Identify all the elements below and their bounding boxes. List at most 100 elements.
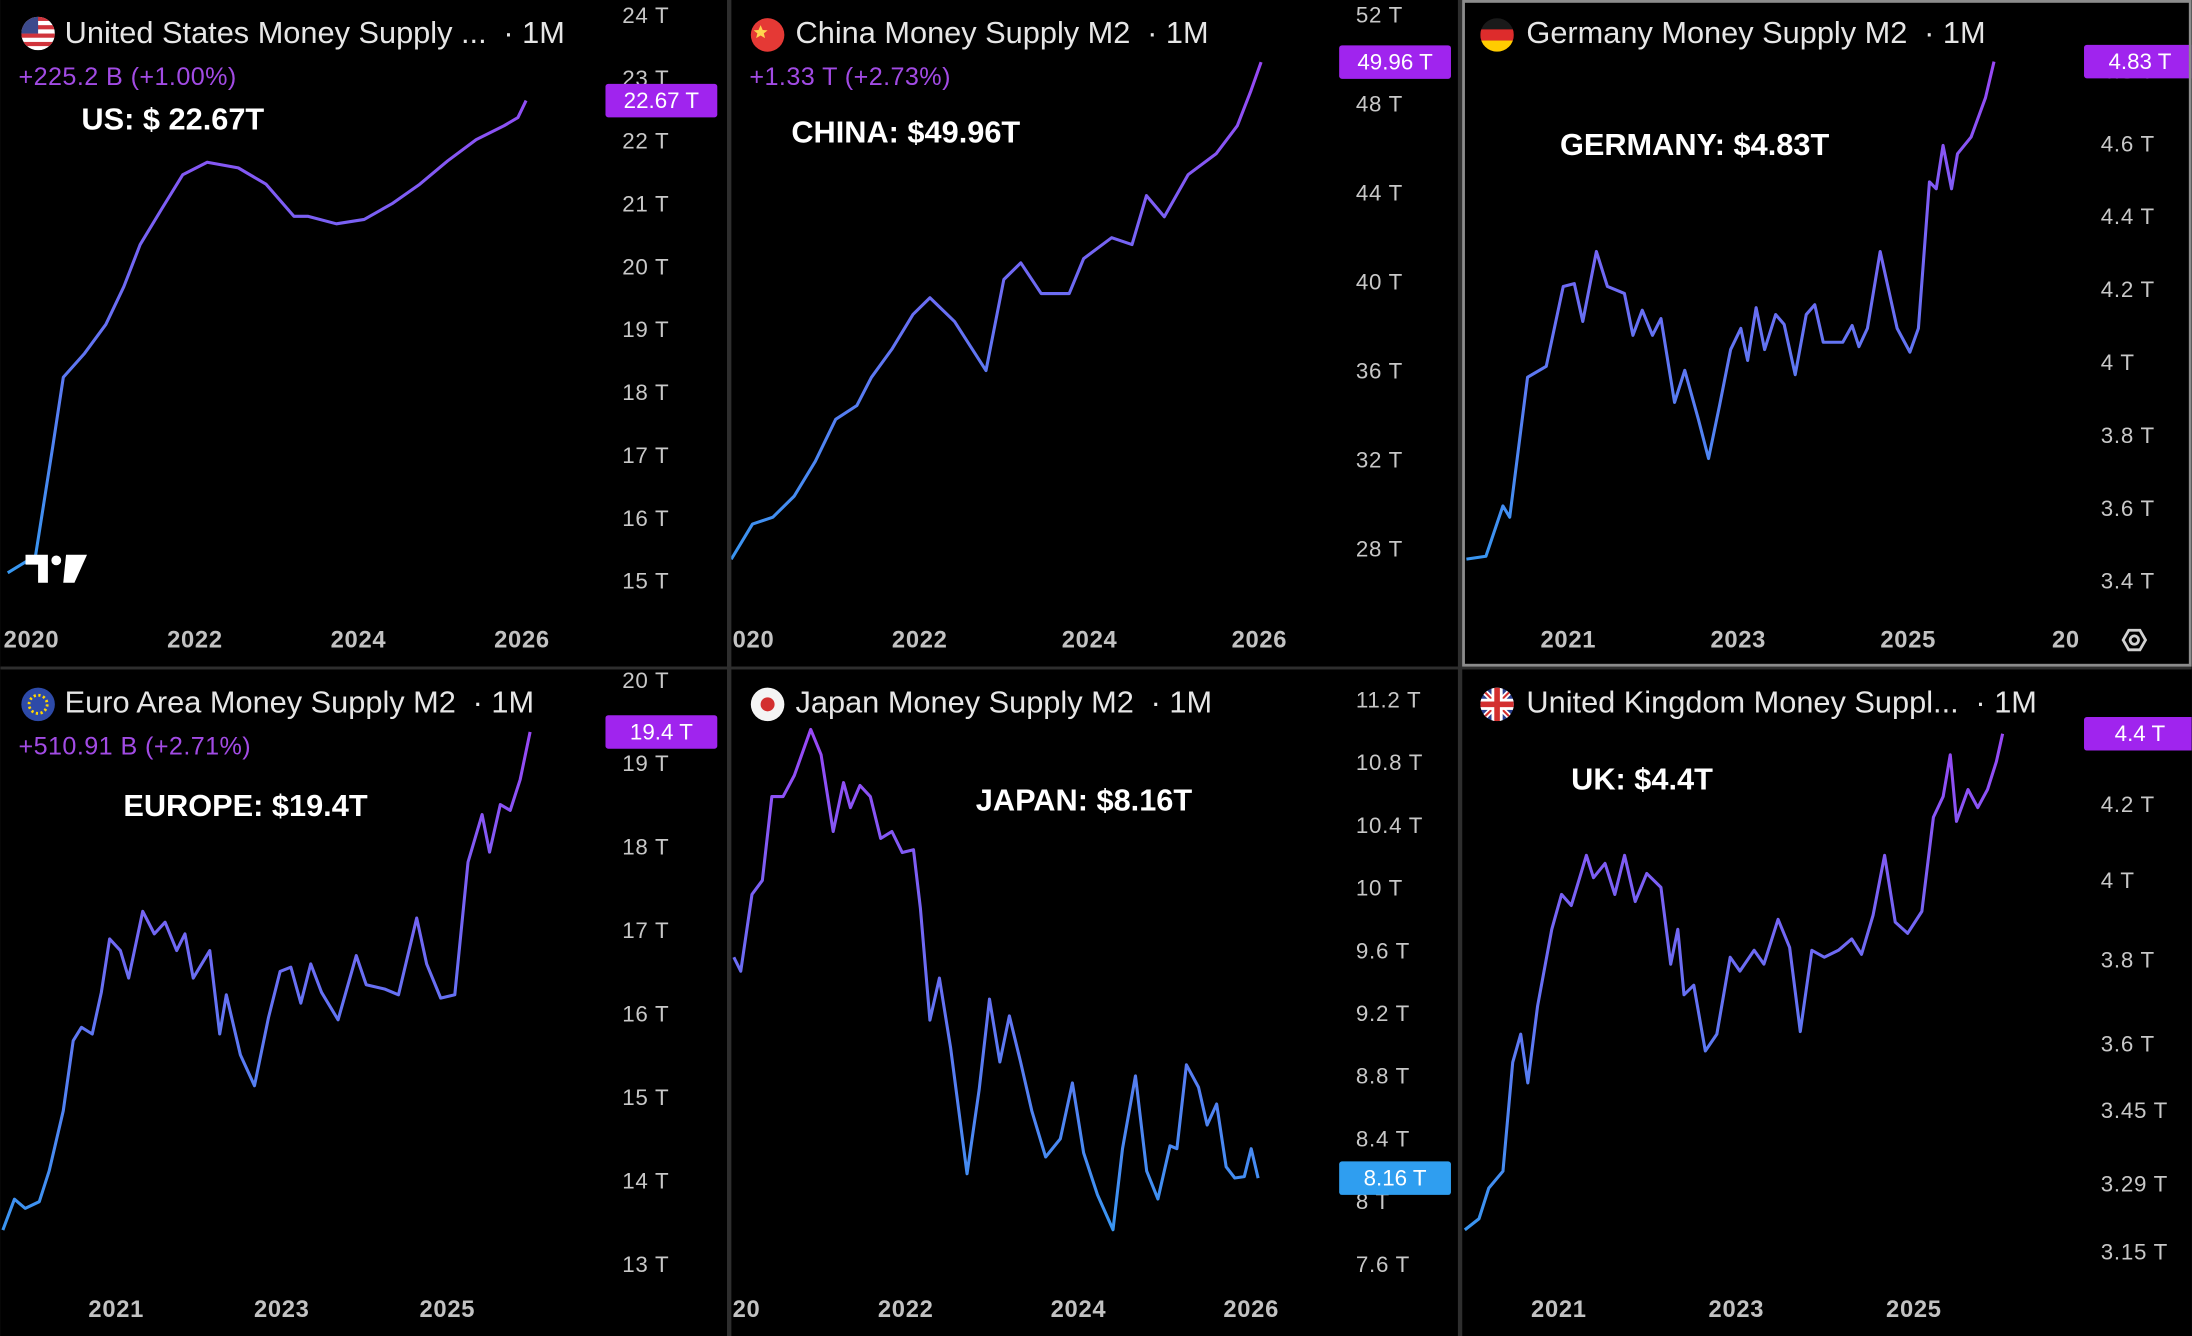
y-tick-label: 28 T [1356,537,1403,562]
x-tick-label: 2026 [494,627,550,654]
series-line [731,61,1263,561]
panel-title[interactable]: Germany Money Supply M2 [1526,15,1907,50]
change: +1.33 T (+2.73%) [749,63,950,91]
last-value-label: 19.4 T [630,719,693,744]
interval: · 1M [473,684,534,719]
y-tick-label: 3.45 T [2101,1098,2168,1123]
x-tick-label: 2021 [1531,1296,1587,1323]
panel-title[interactable]: United States Money Supply ... [65,15,487,50]
y-tick-label: 3.4 T [2101,569,2155,594]
y-tick-label: 13 T [622,1252,669,1277]
y-tick-label: 24 T [622,3,669,28]
x-tick-label: 2025 [1880,627,1936,654]
panel: 28 T 32 T 36 T 40 T 44 T 48 T 52 T 020 2022 2024 2… [731,0,1458,667]
x-tick-label: 2024 [331,627,387,654]
y-tick-label: 3.8 T [2101,423,2155,448]
x-tick-label: 20 [2052,627,2080,654]
panel-title[interactable]: Euro Area Money Supply M2 [65,684,456,719]
y-tick-label: 9.6 T [1356,938,1410,963]
y-tick-label: 18 T [622,835,669,860]
y-tick-label: 17 T [622,443,669,468]
annotation: CHINA: $49.96T [791,114,1020,149]
last-value-tag [1339,45,1451,79]
y-tick-label: 4 T [2101,350,2135,375]
y-tick-label: 48 T [1356,92,1403,117]
annotation: UK: $4.4T [1571,761,1713,796]
y-tick-label: 7.6 T [1356,1252,1410,1277]
interval: · 1M [503,15,564,50]
y-tick-label: 3.6 T [2101,1032,2155,1057]
x-tick-label: 20 [733,1296,761,1323]
last-value-tag [605,715,718,749]
panel: 7.6 T8 T8.4 T8.8 T9.2 T9.6 T10 T10.4 T10… [731,669,1458,1336]
y-tick-label: 36 T [1356,359,1403,384]
y-tick-label: 19 T [622,317,669,342]
last-value-label: 4.83 T [2108,49,2171,74]
x-tick-label: 2026 [1232,627,1288,654]
annotation: GERMANY: $4.83T [1560,127,1829,162]
panel: 3.4 T3.6 T3.8 T4 T4.2 T4.4 T4.6 T4.8 T20… [1462,0,2192,667]
flag-china [750,18,785,52]
y-tick-label: 44 T [1356,181,1403,206]
y-tick-label: 3.29 T [2101,1172,2168,1197]
x-tick-label: 2022 [892,627,948,654]
panel-title[interactable]: Japan Money Supply M2 [796,684,1134,719]
x-tick-label: 2022 [167,627,223,654]
y-tick-label: 3.15 T [2101,1239,2168,1264]
panel-title[interactable]: United Kingdom Money Suppl... [1526,684,1958,719]
series-line [1463,733,2005,1232]
last-value-label: 22.67 T [624,88,700,113]
x-tick-label: 020 [733,627,775,654]
y-tick-label: 22 T [622,129,669,154]
selected-panel-border[interactable] [1462,0,2192,667]
annotation: EUROPE: $19.4T [123,788,367,823]
last-value-label: 49.96 T [1357,49,1433,74]
y-tick-label: 8.8 T [1356,1064,1410,1089]
y-tick-label: 15 T [622,569,669,594]
interval: · 1M [1975,684,2036,719]
y-tick-label: 21 T [622,192,669,217]
y-tick-label: 17 T [622,918,669,943]
y-tick-label: 16 T [622,1002,669,1027]
interval: · 1M [1924,15,1985,50]
series-line [1,731,532,1231]
x-tick-label: 2023 [1709,1296,1765,1323]
y-tick-label: 11.2 T [1356,687,1421,712]
settings-icon[interactable] [2121,628,2148,652]
series-line [1466,61,1996,561]
y-tick-label: 15 T [622,1085,669,1110]
x-tick-label: 2025 [1886,1296,1942,1323]
y-tick-label: 4.6 T [2101,131,2155,156]
y-tick-label: 10 T [1356,876,1403,901]
y-tick-label: 9.2 T [1356,1001,1410,1026]
panel-background [1462,0,2192,667]
flag-eu [21,687,55,722]
x-tick-label: 2025 [420,1296,476,1323]
last-value-tag [2084,717,2192,751]
panel: 15 T16 T17 T18 T19 T20 T21 T22 T23 T24 T… [0,0,728,667]
panel-background [731,669,1458,1336]
interval: · 1M [1147,15,1208,50]
y-tick-label: 3.8 T [2101,948,2155,973]
tradingview-logo[interactable] [25,554,88,583]
y-tick-label: 4 T [2101,868,2135,893]
flag-uk [1480,687,1514,722]
panel: 13 T 14 T 15 T 16 T 17 T 18 T 19 T 20 T 2021 2023… [0,669,728,1336]
y-tick-label: 32 T [1356,448,1403,473]
x-tick-label: 2022 [878,1296,934,1323]
change: +225.2 B (+1.00%) [19,63,237,91]
x-tick-label: 2023 [1710,627,1766,654]
x-tick-label: 2024 [1051,1296,1107,1323]
y-tick-label: 40 T [1356,270,1403,295]
panel-title[interactable]: China Money Supply M2 [796,15,1131,50]
x-tick-label: 2021 [88,1296,144,1323]
y-tick-label: 4.2 T [2101,277,2155,302]
panel-background [0,669,728,1336]
annotation: US: $ 22.67T [81,102,264,137]
y-tick-label: 3.6 T [2101,496,2155,521]
x-tick-label: 2021 [1541,627,1597,654]
y-tick-label: 8.4 T [1356,1126,1410,1151]
